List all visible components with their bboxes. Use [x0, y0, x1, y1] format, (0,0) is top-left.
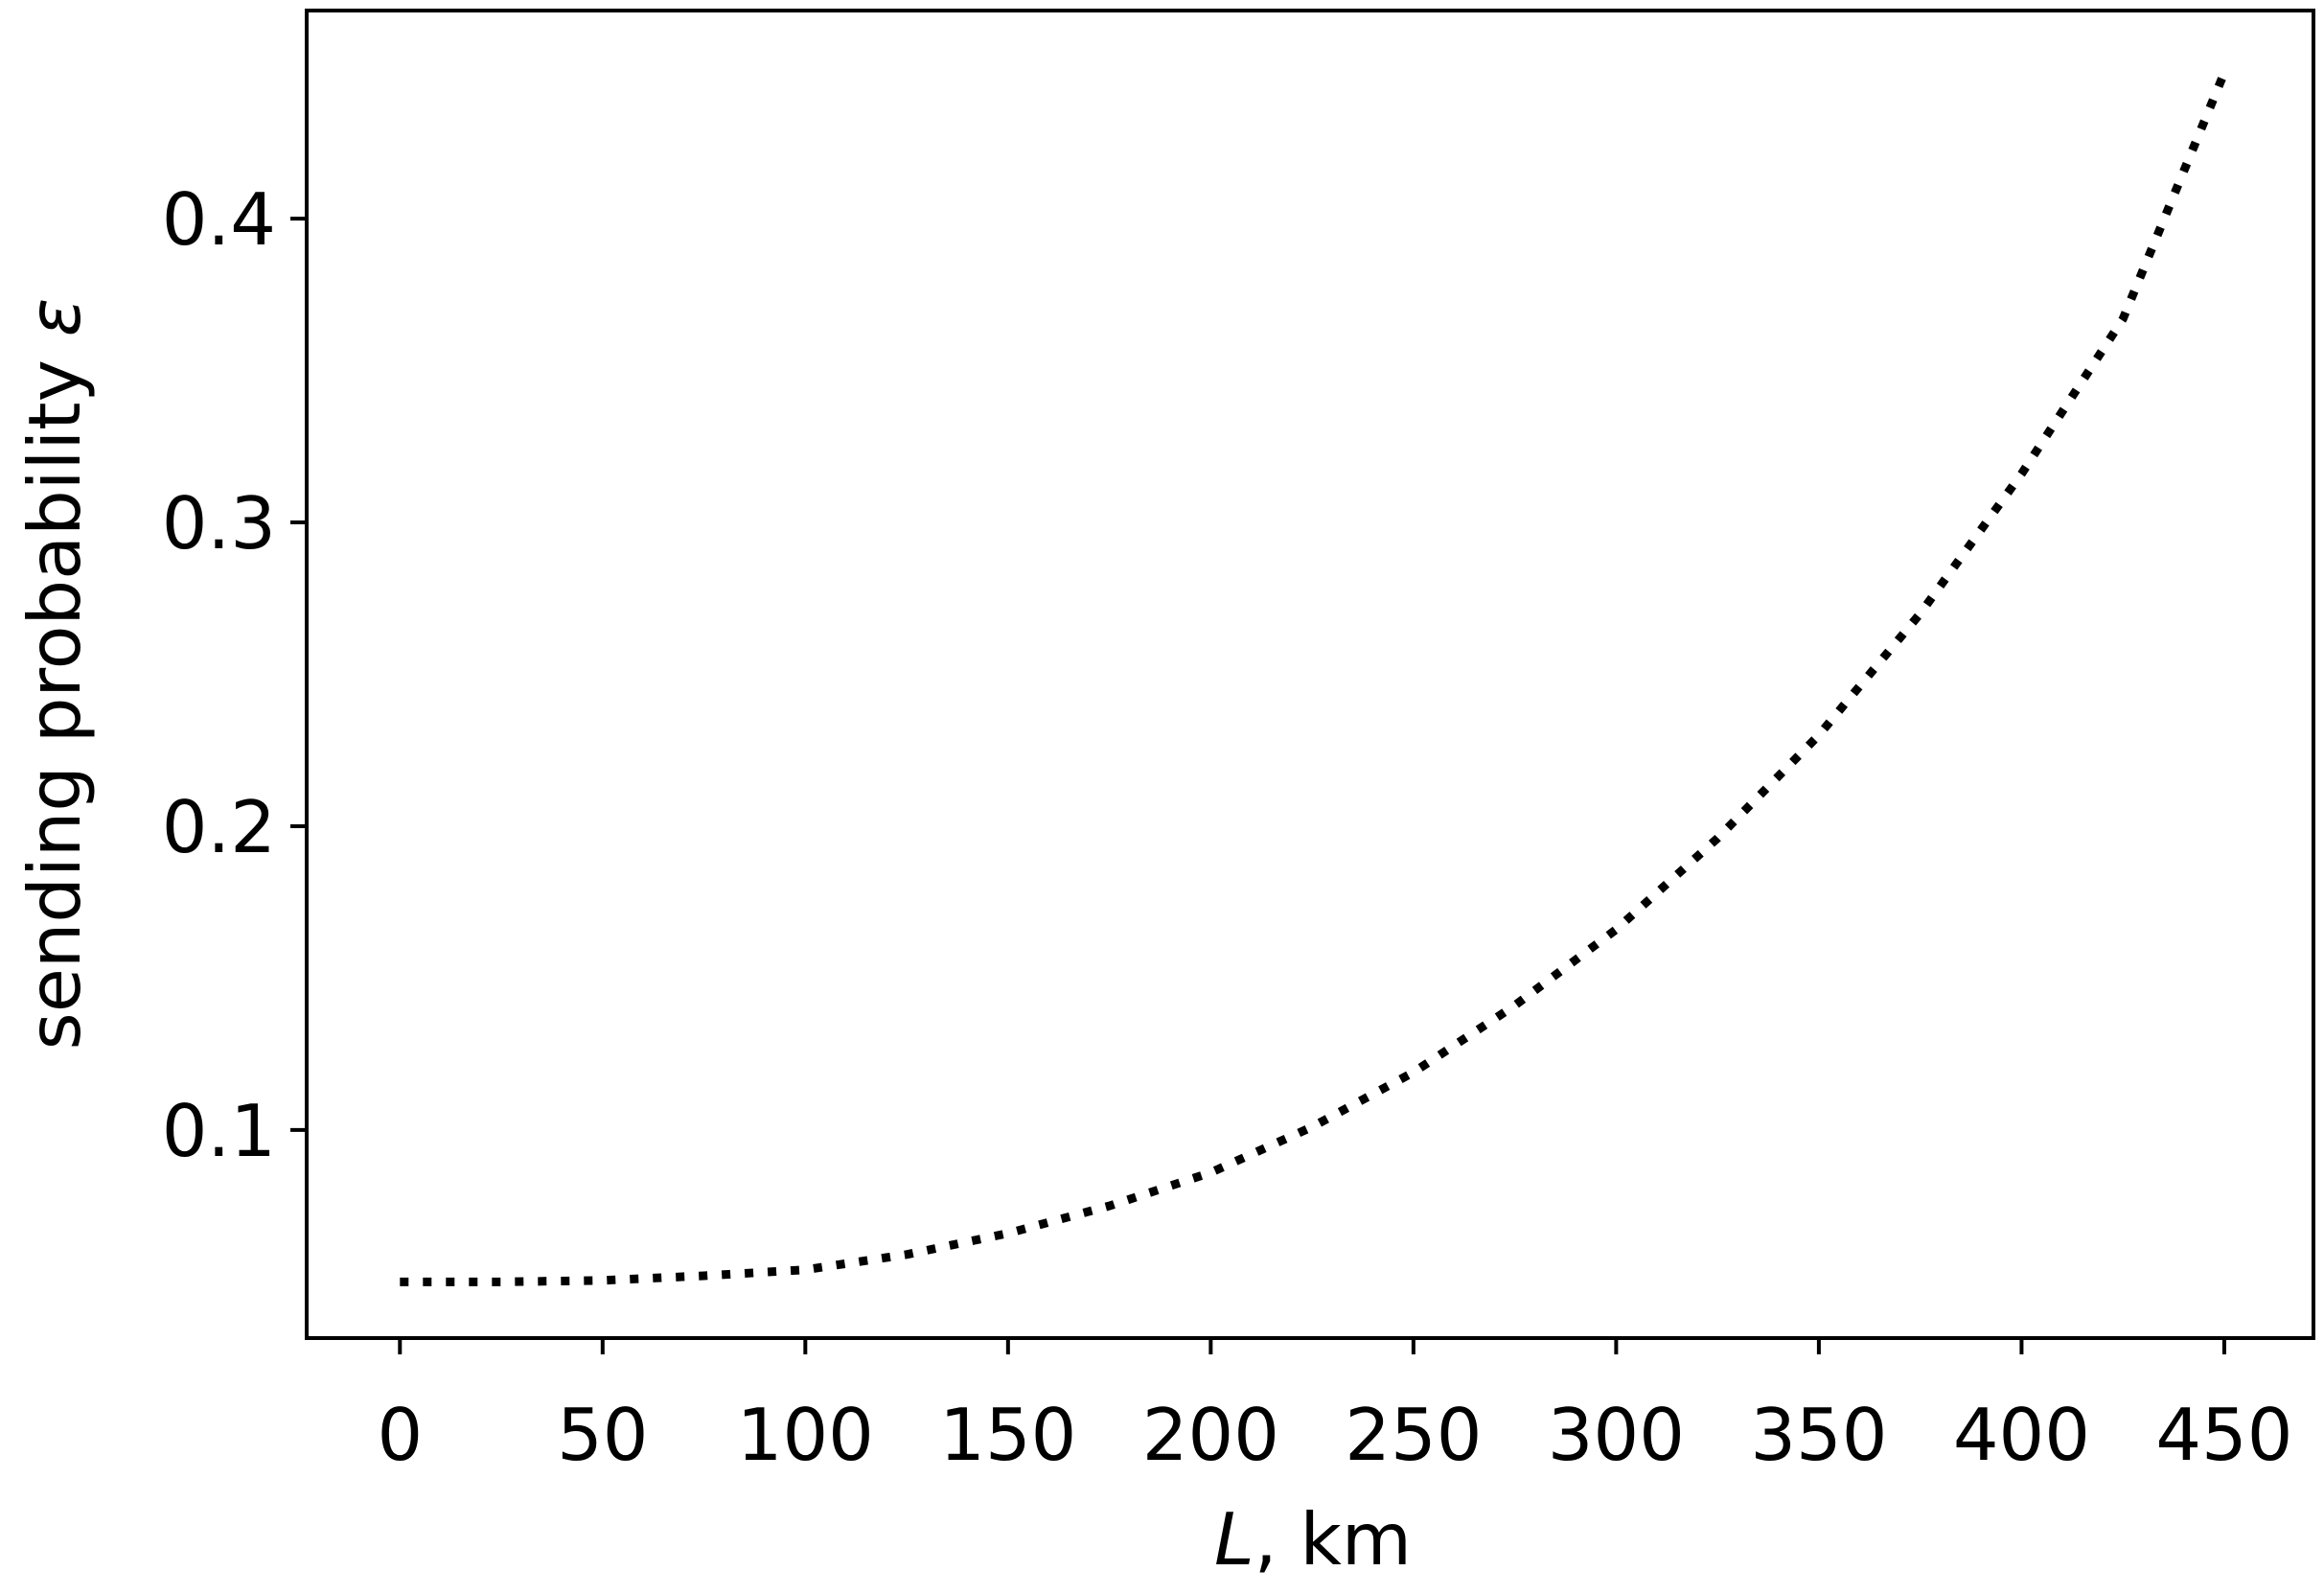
x-axis-label-variable: L: [1214, 1497, 1254, 1582]
x-tick-label: 0: [377, 1393, 423, 1477]
x-axis-label-unit: , km: [1254, 1497, 1412, 1582]
y-tick-label: 0.4: [162, 177, 276, 262]
x-axis-label: L, km: [1214, 1497, 1412, 1582]
x-tick-label: 50: [557, 1393, 648, 1477]
x-tick-label: 150: [939, 1393, 1076, 1477]
y-tick-label: 0.2: [162, 785, 276, 869]
y-tick-label: 0.3: [162, 481, 276, 566]
x-tick-label: 250: [1345, 1393, 1482, 1477]
x-tick-label: 350: [1750, 1393, 1887, 1477]
x-tick-label: 450: [2155, 1393, 2292, 1477]
y-axis-label: sending probability ε: [12, 298, 97, 1051]
y-tick-label: 0.1: [162, 1089, 276, 1173]
x-tick-label: 100: [737, 1393, 874, 1477]
x-axis-ticks: 0 50 100 150 200 250 300 350 400 450: [377, 1338, 2293, 1477]
plot-area: [400, 71, 2229, 1286]
x-tick-label: 300: [1548, 1393, 1685, 1477]
series-line-0: [400, 71, 2229, 1286]
y-axis-label-symbol: ε: [12, 298, 97, 337]
plot-frame: [305, 9, 2315, 1340]
x-tick-label: 400: [1953, 1393, 2090, 1477]
x-tick-label: 200: [1142, 1393, 1279, 1477]
y-axis-label-text: sending probability: [12, 336, 97, 1050]
y-axis-ticks: 0.1 0.2 0.3 0.4: [162, 177, 307, 1173]
